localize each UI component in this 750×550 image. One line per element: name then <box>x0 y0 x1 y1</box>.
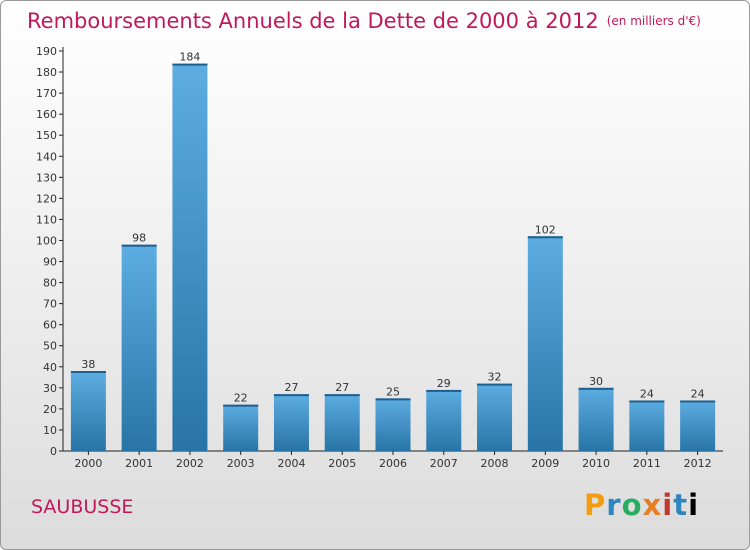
bar-top-edge <box>426 389 462 392</box>
bar <box>121 244 157 451</box>
y-tick-label: 110 <box>36 213 57 226</box>
bar <box>273 394 309 451</box>
data-label: 30 <box>589 375 603 388</box>
x-tick-label: 2008 <box>481 457 509 470</box>
logo-letter: i <box>662 488 674 522</box>
y-tick-label: 60 <box>43 319 57 332</box>
y-tick-label: 80 <box>43 277 57 290</box>
y-tick-label: 70 <box>43 298 57 311</box>
commune-name: SAUBUSSE <box>31 496 134 518</box>
data-label: 98 <box>132 232 146 245</box>
bar <box>70 371 106 451</box>
data-labels: 38 98 184 22 27 27 25 29 32 102 30 24 24 <box>81 51 704 405</box>
y-tick-label: 150 <box>36 129 57 142</box>
data-label: 27 <box>335 381 349 394</box>
data-label: 22 <box>234 392 248 405</box>
x-tick-label: 2006 <box>379 457 407 470</box>
x-tick-label: 2012 <box>684 457 712 470</box>
x-tick-label: 2007 <box>430 457 458 470</box>
x-tick-label: 2004 <box>277 457 305 470</box>
data-label: 27 <box>284 381 298 394</box>
chart-title-text: Remboursements Annuels de la Dette de 20… <box>27 9 599 33</box>
y-tick-label: 190 <box>36 45 57 58</box>
bar <box>629 400 665 451</box>
data-label: 25 <box>386 385 400 398</box>
logo-letter: P <box>584 488 607 522</box>
y-tick-label: 50 <box>43 340 57 353</box>
logo-letter: i <box>688 488 700 522</box>
bar <box>375 398 411 451</box>
chart-title: Remboursements Annuels de la Dette de 20… <box>27 9 701 33</box>
y-tick-label: 140 <box>36 150 57 163</box>
x-tick-label: 2009 <box>531 457 559 470</box>
logo-letter: r <box>606 488 622 522</box>
bar <box>223 404 259 451</box>
y-tick-label: 170 <box>36 87 57 100</box>
x-tick-label: 2001 <box>125 457 153 470</box>
x-tick-label: 2005 <box>328 457 356 470</box>
bar-top-edge <box>375 398 411 401</box>
bar <box>680 400 716 451</box>
y-tick-label: 0 <box>50 445 57 458</box>
data-label: 29 <box>437 377 451 390</box>
bar <box>426 389 462 451</box>
bar-top-edge <box>324 394 360 397</box>
bar-top-edge <box>477 383 513 386</box>
y-tick-label: 30 <box>43 382 57 395</box>
proxiti-logo: Proxiti <box>584 488 699 522</box>
y-axis: 0 10 20 30 40 50 60 70 80 90 100 110 120 130 140 150 160… <box>36 45 64 458</box>
data-label: 32 <box>488 371 502 384</box>
y-tick-label: 160 <box>36 108 57 121</box>
bar-top-edge <box>121 244 157 247</box>
x-tick-label: 2002 <box>176 457 204 470</box>
y-tick-label: 120 <box>36 192 57 205</box>
bars <box>70 63 716 451</box>
bar-top-edge <box>680 400 716 403</box>
bar <box>527 236 563 451</box>
bar-top-edge <box>273 394 309 397</box>
y-tick-label: 20 <box>43 403 57 416</box>
bar-top-edge <box>527 236 563 239</box>
chart-unit: (en milliers d'€) <box>606 14 701 28</box>
x-tick-label: 2000 <box>74 457 102 470</box>
logo-letter: t <box>673 488 689 522</box>
bar-top-edge <box>223 404 259 407</box>
bar-top-edge <box>70 371 106 373</box>
y-tick-label: 130 <box>36 171 57 184</box>
x-axis: 2000 2001 2002 2003 2004 2005 2006 2007 2008 2009… <box>63 450 723 470</box>
x-tick-label: 2003 <box>227 457 255 470</box>
y-tick-label: 100 <box>36 234 57 247</box>
bar-top-edge <box>629 400 665 403</box>
x-tick-label: 2011 <box>633 457 661 470</box>
y-tick-label: 40 <box>43 361 57 374</box>
y-tick-label: 10 <box>43 424 57 437</box>
bar <box>477 383 513 451</box>
bar <box>578 387 614 451</box>
x-tick-label: 2010 <box>582 457 610 470</box>
data-label: 102 <box>535 223 556 236</box>
data-label: 24 <box>640 387 654 400</box>
bar-top-edge <box>172 63 208 66</box>
bar <box>172 63 208 451</box>
data-label: 38 <box>81 358 95 371</box>
bar <box>324 394 360 451</box>
data-label: 24 <box>691 387 705 400</box>
bar-top-edge <box>578 387 614 390</box>
logo-letter: o <box>621 488 643 522</box>
data-label: 184 <box>179 51 200 64</box>
y-tick-label: 90 <box>43 256 57 269</box>
y-tick-label: 180 <box>36 66 57 79</box>
logo-letter: x <box>642 488 663 522</box>
